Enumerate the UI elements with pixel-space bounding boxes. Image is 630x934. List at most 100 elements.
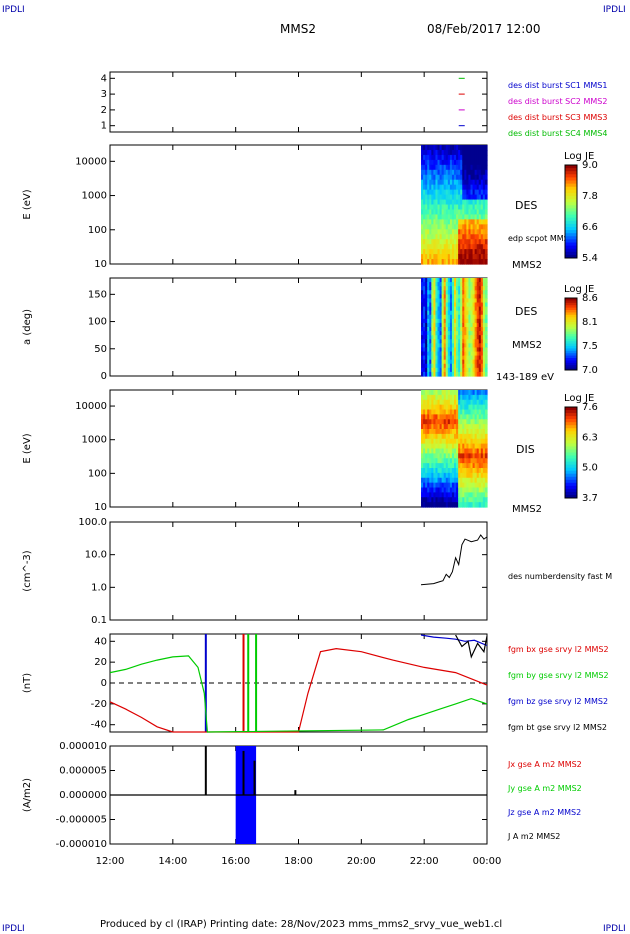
heatmap-cell-des_pitch xyxy=(470,318,474,324)
heatmap-cell-dis_energy xyxy=(466,453,470,459)
heatmap-cell-dis_energy xyxy=(454,399,457,406)
heatmap-cell-dis_energy xyxy=(449,409,453,415)
heatmap-cell-des_energy xyxy=(437,179,441,186)
heatmap-cell-dis_energy xyxy=(443,429,447,435)
heatmap-cell-dis_energy xyxy=(464,487,467,493)
heatmap-cell-dis_energy xyxy=(435,429,439,435)
heatmap-cell-des_pitch xyxy=(470,322,474,328)
heatmap-cell-des_pitch xyxy=(482,306,486,312)
heatmap-cell-des_pitch xyxy=(443,335,447,340)
heatmap-cell-des_energy xyxy=(484,154,488,161)
heatmap-cell-des_energy xyxy=(478,145,482,151)
heatmap-cell-dis_energy xyxy=(462,482,465,489)
heatmap-cell-des_pitch xyxy=(431,351,434,357)
heatmap-cell-dis_energy xyxy=(435,414,439,420)
heatmap-cell-des_energy xyxy=(437,184,441,191)
heatmap-cell-des_pitch xyxy=(478,367,482,373)
heatmap-cell-des_energy xyxy=(437,164,441,171)
heatmap-cell-dis_energy xyxy=(431,458,434,464)
heatmap-cell-des_energy xyxy=(478,174,482,181)
heatmap-cell-des_energy xyxy=(460,145,463,151)
heatmap-cell-dis_energy xyxy=(482,409,486,415)
panel-label-des_energy: DES xyxy=(515,199,537,212)
heatmap-cell-des_pitch xyxy=(421,278,424,283)
heatmap-cell-dis_energy xyxy=(451,390,455,396)
heatmap-cell-des_pitch xyxy=(480,359,484,365)
heatmap-cell-des_pitch xyxy=(439,347,443,353)
heatmap-cell-des_pitch xyxy=(484,318,488,324)
heatmap-cell-dis_energy xyxy=(478,502,482,508)
heatmap-cell-des_energy xyxy=(435,229,439,235)
heatmap-cell-des_energy xyxy=(470,164,474,171)
heatmap-cell-des_energy xyxy=(451,254,455,260)
heatmap-cell-des_energy xyxy=(433,179,437,186)
heatmap-cell-des_energy xyxy=(478,209,482,216)
heatmap-cell-des_energy xyxy=(445,145,449,151)
heatmap-cell-dis_energy xyxy=(429,404,432,411)
heatmap-cell-dis_energy xyxy=(458,390,461,396)
heatmap-cell-des_energy xyxy=(456,149,459,156)
heatmap-cell-des_pitch xyxy=(454,302,457,308)
heatmap-cell-dis_energy xyxy=(439,487,443,493)
heatmap-cell-des_energy xyxy=(458,219,461,225)
heatmap-cell-des_pitch xyxy=(441,327,445,332)
heatmap-cell-des_pitch xyxy=(458,335,461,340)
heatmap-cell-dis_energy xyxy=(482,487,486,493)
heatmap-cell-des_energy xyxy=(435,154,439,161)
heatmap-cell-des_energy xyxy=(439,219,443,225)
heatmap-cell-des_pitch xyxy=(470,298,474,304)
heatmap-cell-dis_energy xyxy=(484,487,488,493)
colorbar-cell-dis_energy xyxy=(565,428,577,432)
heatmap-cell-des_energy xyxy=(423,164,426,171)
heatmap-cell-des_pitch xyxy=(456,347,459,353)
heatmap-cell-des_pitch xyxy=(484,294,488,300)
heatmap-cell-des_pitch xyxy=(429,359,432,365)
colorbar-cell-des_pitch xyxy=(565,350,577,354)
heatmap-cell-des_energy xyxy=(472,145,476,151)
heatmap-cell-dis_energy xyxy=(443,502,447,508)
heatmap-cell-des_pitch xyxy=(484,278,488,283)
heatmap-cell-des_energy xyxy=(447,174,451,181)
heatmap-cell-des_energy xyxy=(449,234,453,240)
heatmap-cell-dis_energy xyxy=(480,477,484,484)
heatmap-cell-des_energy xyxy=(460,244,463,250)
heatmap-cell-des_pitch xyxy=(454,322,457,328)
heatmap-cell-des_energy xyxy=(482,154,486,161)
heatmap-cell-dis_energy xyxy=(435,433,439,440)
colorbar-cell-des_energy xyxy=(565,189,577,194)
heatmap-cell-des_pitch xyxy=(458,371,461,377)
heatmap-cell-des_pitch xyxy=(445,355,449,361)
heatmap-cell-dis_energy xyxy=(482,482,486,489)
heatmap-cell-dis_energy xyxy=(464,482,467,489)
heatmap-cell-des_energy xyxy=(472,239,476,245)
heatmap-cell-dis_energy xyxy=(482,443,486,450)
heatmap-cell-des_pitch xyxy=(460,371,463,377)
heatmap-cell-des_energy xyxy=(445,224,449,230)
heatmap-cell-des_pitch xyxy=(458,339,461,344)
heatmap-cell-des_pitch xyxy=(476,318,480,324)
heatmap-cell-des_energy xyxy=(464,194,467,201)
heatmap-cell-des_energy xyxy=(462,145,465,151)
heatmap-cell-dis_energy xyxy=(449,424,453,430)
heatmap-cell-des_pitch xyxy=(447,327,451,332)
heatmap-cell-des_energy xyxy=(476,149,480,156)
heatmap-cell-des_pitch xyxy=(458,318,461,324)
heatmap-cell-des_energy xyxy=(466,259,470,265)
heatmap-cell-des_energy xyxy=(439,159,443,166)
heatmap-cell-dis_energy xyxy=(427,468,430,474)
heatmap-cell-des_pitch xyxy=(427,355,430,361)
heatmap-cell-des_pitch xyxy=(464,367,467,373)
heatmap-cell-des_energy xyxy=(454,219,457,225)
legend-entry-field: fgm bt gse srvy l2 MMS2 xyxy=(508,723,607,732)
heatmap-cell-dis_energy xyxy=(458,394,461,401)
heatmap-cell-des_pitch xyxy=(449,318,453,324)
heatmap-cell-des_pitch xyxy=(443,347,447,353)
heatmap-cell-des_energy xyxy=(478,194,482,201)
y-tick-label-dis_energy: 1000 xyxy=(82,435,107,446)
heatmap-cell-dis_energy xyxy=(476,433,480,440)
heatmap-cell-des_pitch xyxy=(482,351,486,357)
heatmap-cell-dis_energy xyxy=(472,497,476,503)
heatmap-cell-dis_energy xyxy=(421,409,424,415)
heatmap-cell-des_pitch xyxy=(478,343,482,349)
y-tick-label-des_energy: 100 xyxy=(88,225,107,236)
